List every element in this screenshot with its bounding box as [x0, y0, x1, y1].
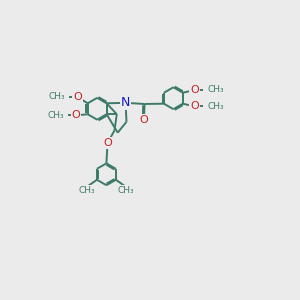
Text: N: N [121, 96, 130, 109]
Text: O: O [190, 101, 199, 112]
Text: CH₃: CH₃ [208, 85, 224, 94]
Text: O: O [190, 85, 199, 95]
Text: CH₃: CH₃ [47, 111, 64, 120]
Text: O: O [140, 115, 148, 125]
Text: CH₃: CH₃ [117, 186, 134, 195]
Text: CH₃: CH₃ [79, 186, 95, 195]
Text: O: O [103, 138, 112, 148]
Text: O: O [73, 92, 82, 102]
Text: CH₃: CH₃ [208, 102, 224, 111]
Text: O: O [72, 110, 80, 120]
Text: CH₃: CH₃ [48, 92, 65, 101]
